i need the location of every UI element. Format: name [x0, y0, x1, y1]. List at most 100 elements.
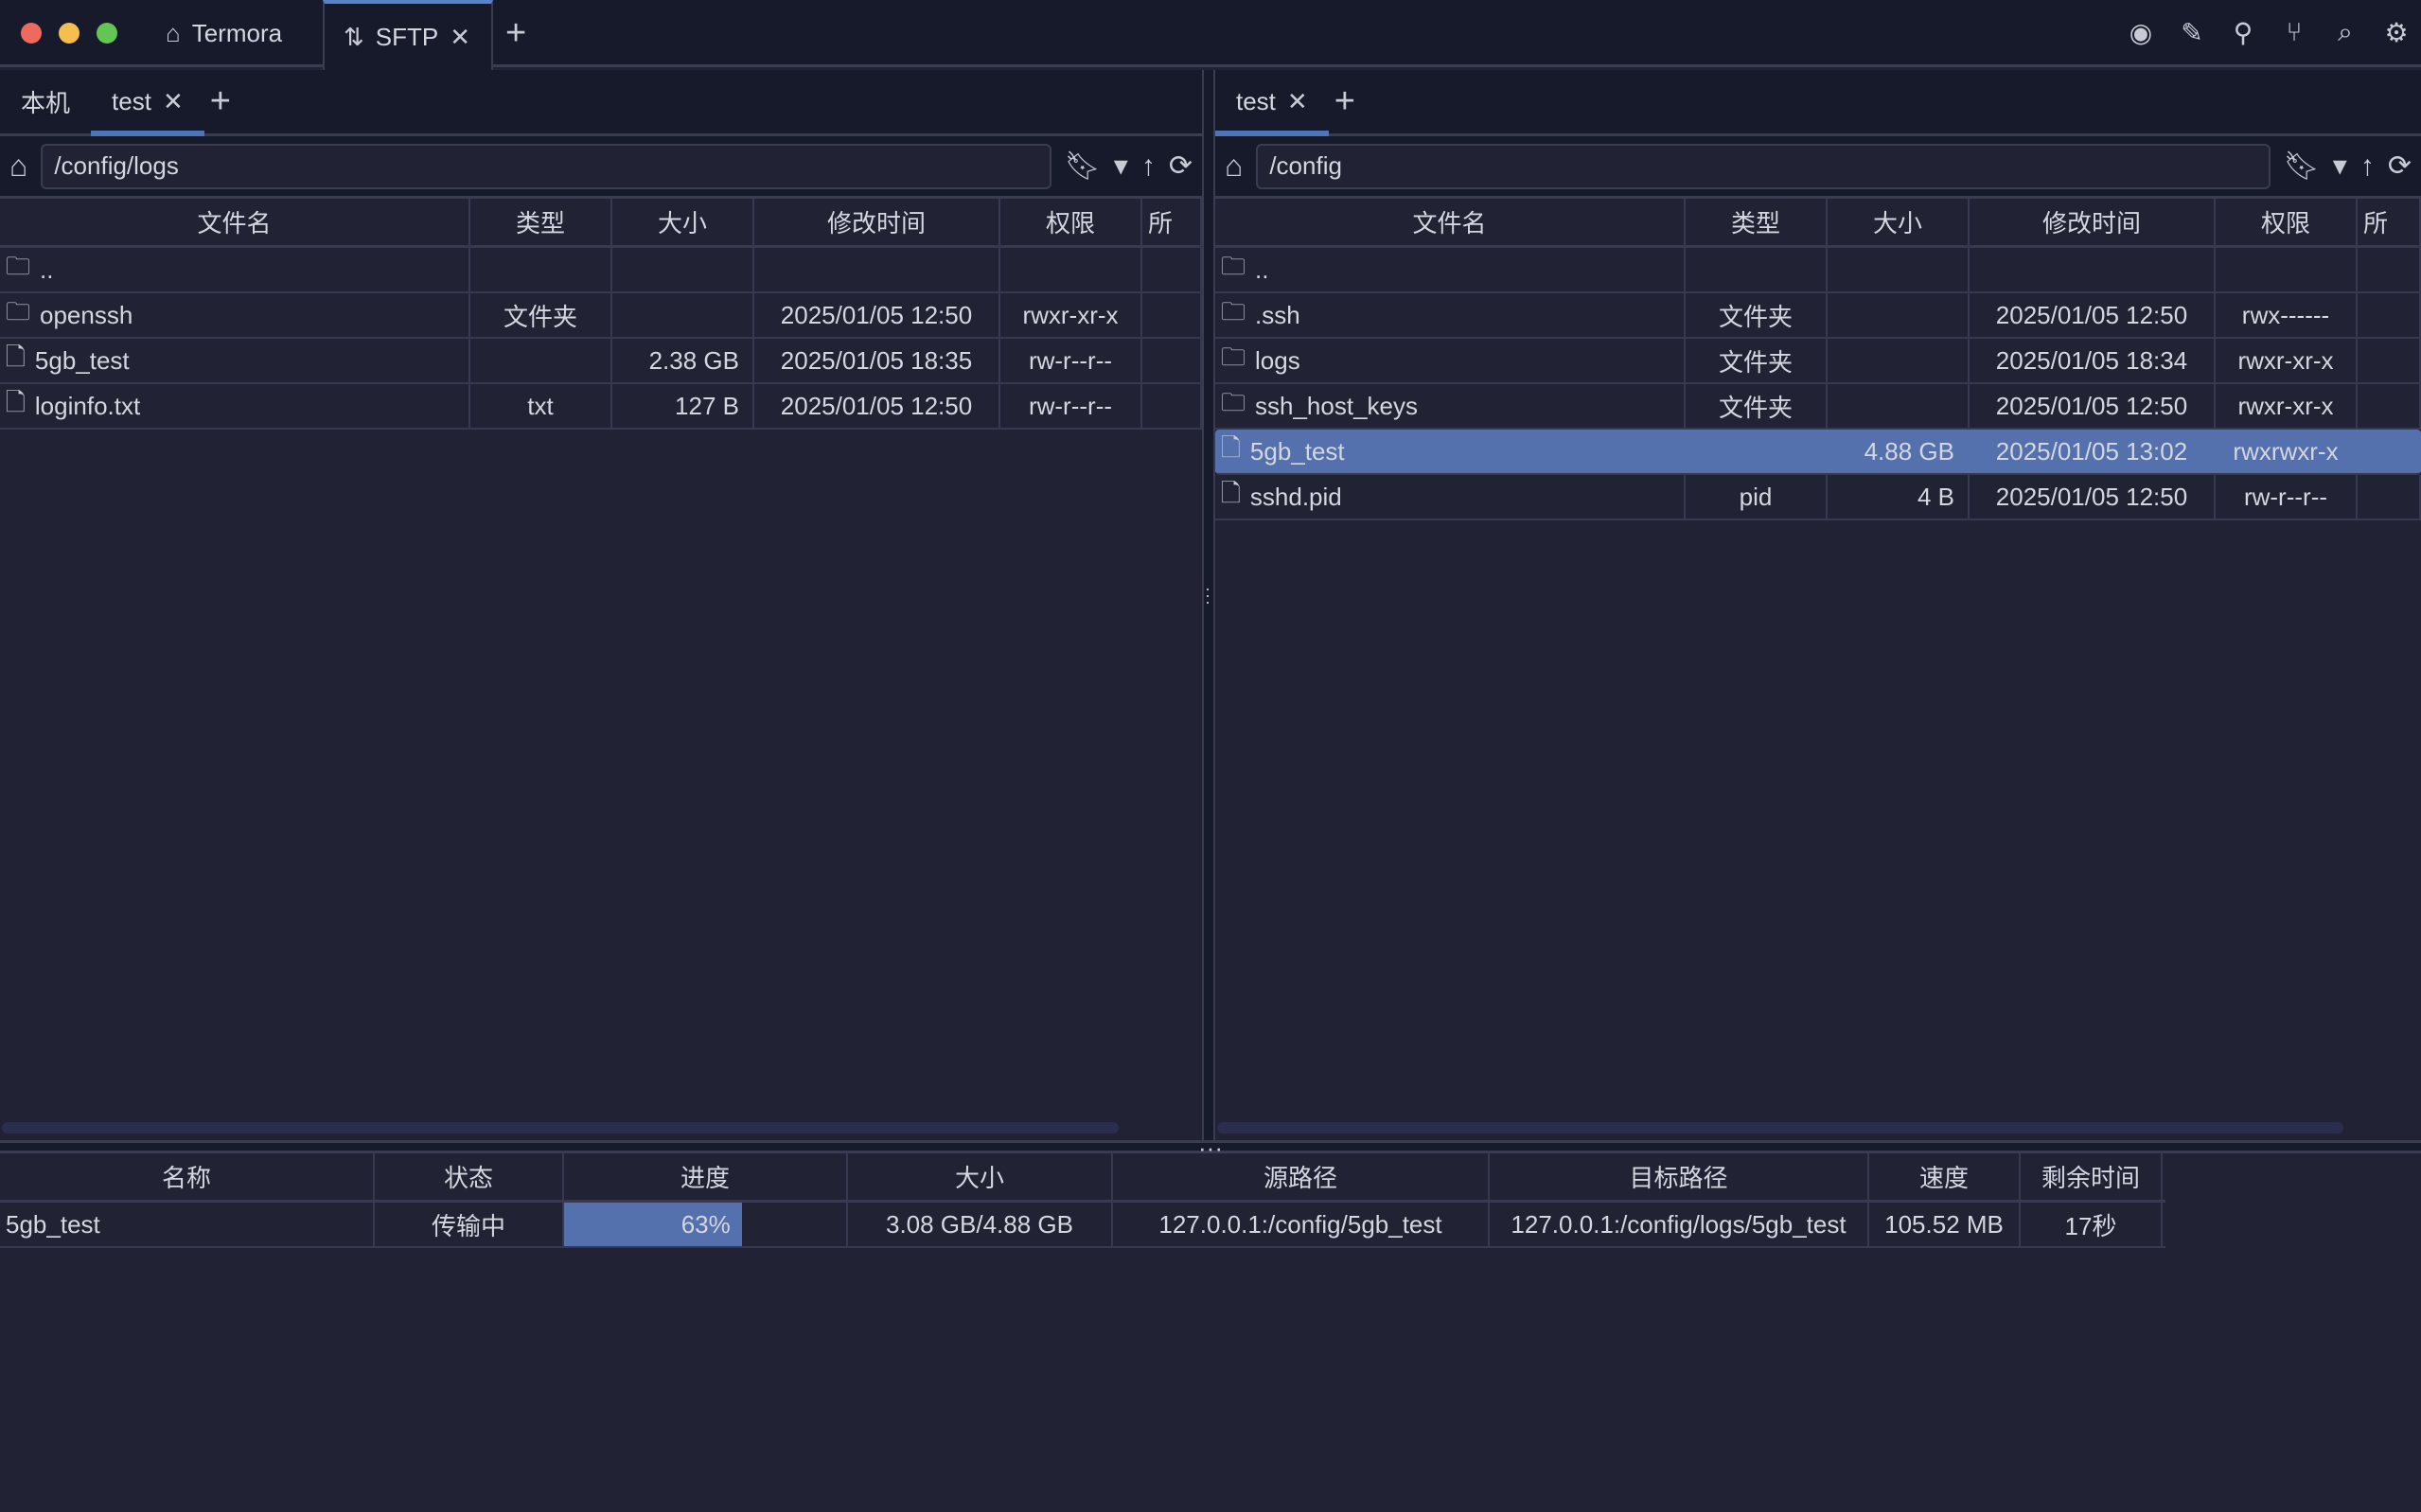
column-header[interactable]: 源路径: [1113, 1153, 1490, 1200]
column-header[interactable]: 权限: [2216, 199, 2358, 245]
cell-perm: rw-r--r--: [1000, 339, 1142, 382]
cell-size: [1828, 293, 1970, 337]
cell-size: 2.38 GB: [612, 339, 754, 382]
column-header[interactable]: 类型: [470, 199, 612, 245]
cell-name: 🗀︎ logs: [1215, 339, 1686, 382]
cell-text: 3.08 GB/4.88 GB: [885, 1209, 1073, 1239]
gear-icon[interactable]: ⚙: [2384, 17, 2409, 47]
column-header[interactable]: 文件名: [1215, 199, 1686, 245]
column-header[interactable]: 速度: [1869, 1153, 2021, 1200]
refresh-icon[interactable]: ⟳: [1168, 150, 1193, 182]
cell-type: 文件夹: [1686, 339, 1828, 382]
home-icon[interactable]: ⌂: [1225, 149, 1244, 183]
cell-size: [1828, 248, 1970, 291]
table-row[interactable]: 🗋︎ sshd.pid pid 4 B 2025/01/05 12:50 rw-r--r-…: [1215, 475, 2421, 520]
sub-tab-test[interactable]: test ✕: [1215, 70, 1329, 136]
up-arrow-icon[interactable]: ↑: [2359, 149, 2375, 182]
cell-perm: rwxr-xr-x: [2216, 339, 2358, 382]
table-row[interactable]: 🗀︎ logs 文件夹 2025/01/05 18:34 rwxr-xr-x: [1215, 339, 2421, 384]
cell-owner: [1142, 248, 1202, 291]
column-header[interactable]: 名称: [0, 1153, 375, 1200]
table-row[interactable]: 🗀︎..: [0, 248, 1202, 293]
column-header[interactable]: 类型: [1686, 199, 1828, 245]
table-row[interactable]: 🗋︎ loginfo.txt txt 127 B 2025/01/05 12:50 rw-…: [0, 384, 1202, 430]
tab-sftp[interactable]: ⇅ SFTP ✕: [323, 0, 493, 70]
path-input[interactable]: [1256, 143, 2271, 189]
tab-termora[interactable]: ⌂ Termora: [147, 0, 301, 67]
new-tab-plus-icon[interactable]: +: [505, 13, 527, 53]
cell-text: 5gb_test: [34, 345, 130, 375]
bookmark-icon[interactable]: 🔖︎: [2283, 150, 2320, 182]
cell-name: 🗀︎ ssh_host_keys: [1215, 384, 1686, 428]
new-session-plus-icon[interactable]: +: [1334, 81, 1355, 121]
transfer-arrows-icon: ⇅: [344, 22, 364, 51]
cell-text: 文件夹: [1718, 393, 1793, 422]
cell-mtime: [754, 248, 1000, 291]
new-session-plus-icon[interactable]: +: [209, 81, 231, 121]
dropdown-caret-icon[interactable]: ▾: [2332, 150, 2347, 182]
horizontal-scrollbar[interactable]: [2, 1122, 1119, 1134]
cell-text: 127.0.0.1:/config/logs/5gb_test: [1511, 1209, 1847, 1239]
sub-tab-bar: 本机 test ✕ +: [0, 70, 1202, 136]
table-row[interactable]: 🗀︎..: [1215, 248, 2421, 293]
sub-tab-label: 本机: [21, 89, 71, 117]
cell-mtime: 2025/01/05 13:02: [1970, 430, 2216, 473]
search-icon[interactable]: ⌕: [2338, 16, 2353, 46]
cell-text: rw-r--r--: [1028, 391, 1113, 420]
column-header[interactable]: 文件名: [0, 199, 470, 245]
folder-icon: 🗀︎: [6, 297, 31, 325]
path-input[interactable]: [41, 143, 1051, 189]
record-icon[interactable]: ◉: [2129, 17, 2153, 47]
cell-type: txt: [470, 384, 612, 428]
table-row[interactable]: 🗋︎ 5gb_test 4.88 GB 2025/01/05 13:02 rwxrwxr…: [1215, 430, 2421, 475]
column-header[interactable]: 修改时间: [1970, 199, 2216, 245]
column-header[interactable]: 进度: [564, 1153, 848, 1200]
close-tab-icon[interactable]: ✕: [1286, 87, 1308, 115]
cell-type: pid: [1686, 475, 1828, 519]
column-header[interactable]: 权限: [1000, 199, 1142, 245]
cell-text: 2025/01/05 18:35: [780, 345, 973, 375]
key-icon[interactable]: ⚲: [2233, 17, 2253, 47]
close-tab-icon[interactable]: ✕: [162, 87, 184, 115]
minimize-window-button[interactable]: [59, 23, 80, 44]
column-header[interactable]: 所: [1142, 199, 1202, 245]
table-row[interactable]: 🗋︎ 5gb_test 2.38 GB 2025/01/05 18:35 rw-r--r…: [0, 339, 1202, 384]
column-header[interactable]: 大小: [612, 199, 754, 245]
table-row[interactable]: 🗀︎ openssh 文件夹 2025/01/05 12:50 rwxr-xr-x: [0, 293, 1202, 339]
table-row[interactable]: 🗀︎ ssh_host_keys 文件夹 2025/01/05 12:50 rwxr-x…: [1215, 384, 2421, 430]
sub-tab-test[interactable]: test ✕: [91, 70, 204, 136]
sub-tab-本机[interactable]: 本机: [0, 70, 91, 133]
refresh-icon[interactable]: ⟳: [2387, 150, 2412, 182]
cell-text: 17秒: [2064, 1211, 2117, 1240]
maximize-window-button[interactable]: [97, 23, 117, 44]
cell-text: ..: [40, 255, 54, 284]
sub-tab-label: test: [1236, 87, 1276, 115]
close-window-button[interactable]: [21, 23, 42, 44]
column-header[interactable]: 状态: [375, 1153, 564, 1200]
table-row[interactable]: 🗀︎ .ssh 文件夹 2025/01/05 12:50 rwx------: [1215, 293, 2421, 339]
transfer-row[interactable]: 5gb_test 传输中 63% 3.08 GB/4.88 GB 127.0.0.1:/…: [0, 1203, 2165, 1248]
bookmark-icon[interactable]: 🔖︎: [1064, 150, 1101, 182]
transfer-splitter[interactable]: ···: [0, 1134, 2421, 1162]
cell-text: 2025/01/05 18:34: [1995, 345, 2188, 375]
sub-tab-label: test: [112, 87, 151, 115]
cell-source: 127.0.0.1:/config/5gb_test: [1113, 1203, 1490, 1246]
cell-type: [1686, 248, 1828, 291]
column-header[interactable]: 大小: [848, 1153, 1113, 1200]
git-branch-icon[interactable]: ⑂: [2286, 17, 2303, 46]
column-header[interactable]: 所: [2358, 199, 2421, 245]
column-header[interactable]: 目标路径: [1490, 1153, 1869, 1200]
horizontal-scrollbar[interactable]: [1217, 1122, 2343, 1134]
cell-type: [1686, 430, 1828, 473]
cell-text: txt: [527, 391, 554, 420]
column-header[interactable]: 修改时间: [754, 199, 1000, 245]
cell-perm: [1000, 248, 1142, 291]
pencil-icon[interactable]: ✎: [2181, 17, 2203, 47]
close-tab-icon[interactable]: ✕: [450, 22, 471, 51]
up-arrow-icon[interactable]: ↑: [1140, 149, 1156, 182]
home-icon[interactable]: ⌂: [9, 149, 28, 183]
column-header[interactable]: 剩余时间: [2021, 1153, 2163, 1200]
column-header[interactable]: 大小: [1828, 199, 1970, 245]
dropdown-caret-icon[interactable]: ▾: [1113, 150, 1128, 182]
pane-splitter[interactable]: · · ·: [1202, 70, 1215, 1145]
